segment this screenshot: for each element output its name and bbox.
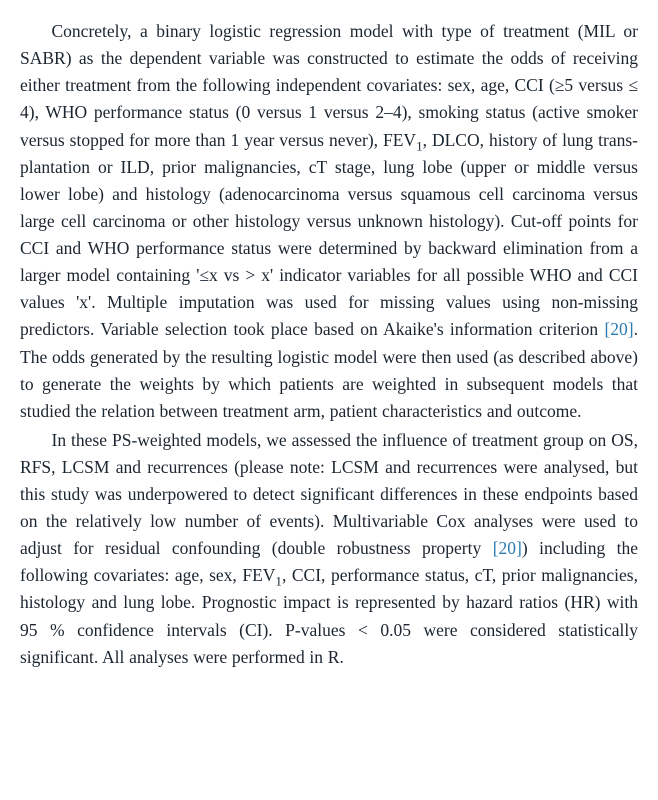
citation-link[interactable]: [20] — [604, 319, 633, 339]
paragraph-2: In these PS-weighted models, we assessed… — [20, 427, 638, 671]
body-text: , DLCO, history of lung trans­plantation… — [20, 130, 638, 340]
paragraph-1: Concretely, a binary logistic regression… — [20, 18, 638, 425]
citation-link[interactable]: [20] — [493, 538, 522, 558]
